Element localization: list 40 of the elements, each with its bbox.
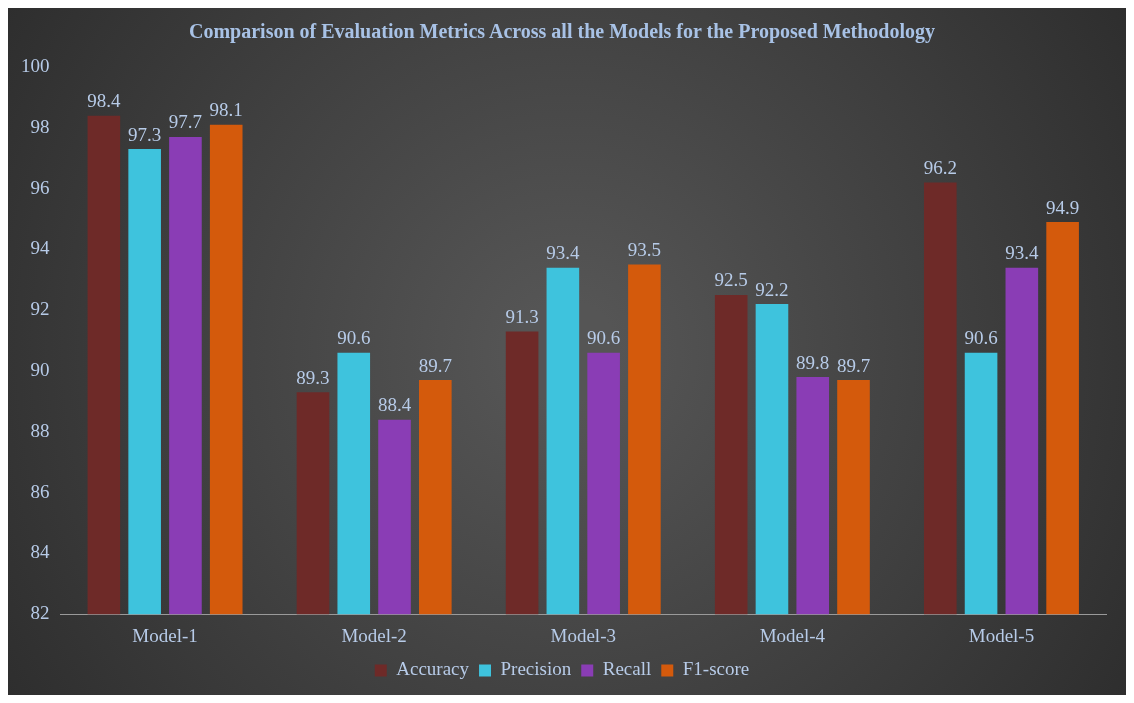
legend-label: Precision: [500, 658, 572, 680]
y-tick-label: 94: [30, 237, 50, 259]
data-label: 97.3: [128, 123, 162, 145]
data-label: 97.7: [168, 111, 203, 133]
data-label: 94.9: [1045, 196, 1080, 218]
y-tick-label: 88: [30, 419, 50, 441]
data-label: 93.4: [546, 242, 580, 264]
data-label: 91.3: [505, 305, 539, 327]
data-label: 93.5: [627, 239, 662, 261]
x-tick-label: Model-2: [341, 624, 407, 646]
data-label: 92.2: [755, 278, 789, 300]
y-tick-label: 86: [30, 480, 50, 502]
x-tick-label: Model-5: [968, 624, 1035, 646]
y-tick-label: 82: [30, 602, 50, 624]
chart-title: Comparison of Evaluation Metrics Across all the Models for the Proposed Methodology: [188, 20, 936, 44]
x-tick-label: Model-4: [759, 624, 826, 646]
data-label: 90.6: [587, 327, 621, 349]
legend-label: Accuracy: [396, 658, 470, 680]
legend-label: Recall: [602, 658, 652, 680]
data-label: 98.4: [87, 90, 122, 112]
y-tick-label: 84: [30, 541, 50, 563]
data-label: 96.2: [923, 157, 957, 178]
data-label: 89.7: [836, 354, 871, 376]
data-label: 89.7: [418, 354, 452, 376]
data-label: 93.4: [1005, 242, 1039, 264]
x-tick-label: Model-1: [132, 624, 198, 646]
data-label: 98.1: [209, 99, 243, 121]
y-tick-label: 96: [30, 176, 50, 198]
data-label: 89.8: [796, 351, 830, 373]
data-label: 90.6: [337, 327, 371, 349]
y-tick-label: 90: [30, 358, 50, 380]
data-label: 88.4: [377, 394, 412, 416]
y-tick-label: 100: [21, 54, 50, 76]
data-label: 90.6: [964, 327, 998, 349]
legend-label: F1-score: [682, 658, 750, 680]
data-label: 89.3: [296, 366, 330, 388]
data-label: 92.5: [714, 269, 748, 291]
y-tick-label: 98: [30, 115, 50, 137]
x-tick-label: Model-3: [550, 624, 616, 646]
y-tick-label: 92: [30, 298, 50, 320]
